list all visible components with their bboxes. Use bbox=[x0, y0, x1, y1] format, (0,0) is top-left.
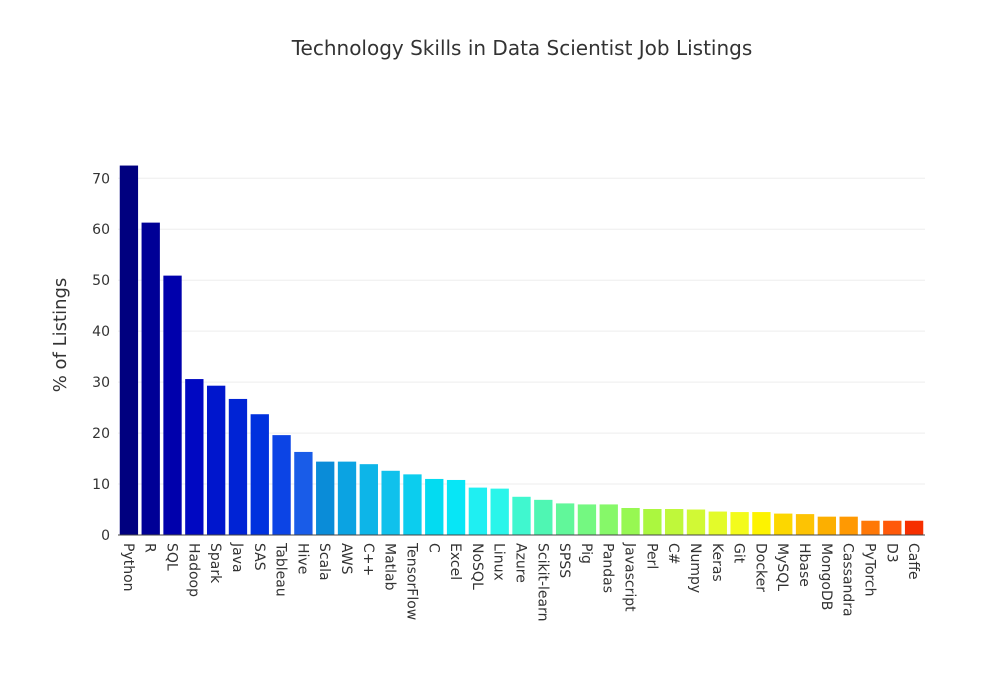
x-tick-label: Docker bbox=[752, 543, 768, 592]
bar-d3[interactable] bbox=[883, 520, 902, 535]
bar-mongodb[interactable] bbox=[817, 516, 837, 535]
bar-hadoop[interactable] bbox=[185, 379, 204, 535]
bar-aws[interactable] bbox=[337, 461, 357, 535]
x-tick-label: Numpy bbox=[687, 543, 703, 593]
y-tick-label: 60 bbox=[92, 222, 110, 238]
x-tick-label: Tableau bbox=[273, 542, 289, 597]
x-tick-label: Excel bbox=[447, 543, 463, 580]
x-tick-label: Pig bbox=[578, 543, 594, 564]
x-tick-label: Java bbox=[229, 542, 245, 573]
bar-java[interactable] bbox=[228, 398, 248, 535]
x-tick-label: Matlab bbox=[382, 543, 398, 591]
bar-caffe[interactable] bbox=[904, 520, 924, 535]
bar-sql[interactable] bbox=[163, 275, 182, 535]
bar-matlab[interactable] bbox=[381, 470, 400, 535]
x-tick-label: D3 bbox=[883, 543, 899, 563]
y-tick-label: 20 bbox=[92, 426, 110, 442]
bar-pytorch[interactable] bbox=[861, 520, 880, 535]
y-tick-label: 0 bbox=[101, 528, 110, 544]
x-tick-label: Scala bbox=[316, 543, 332, 581]
bar-pandas[interactable] bbox=[599, 504, 618, 535]
x-tick-label: Python bbox=[120, 543, 136, 592]
x-tick-label: Scikit-learn bbox=[534, 543, 550, 621]
bar-javascript[interactable] bbox=[621, 507, 640, 535]
x-tick-label: AWS bbox=[338, 543, 354, 575]
x-tick-label: Hive bbox=[294, 543, 310, 574]
bar-perl[interactable] bbox=[643, 509, 662, 535]
x-tick-label: Caffe bbox=[905, 543, 921, 580]
x-tick-label: Keras bbox=[709, 543, 725, 582]
bar-nosql[interactable] bbox=[468, 487, 488, 535]
bar-azure[interactable] bbox=[512, 496, 531, 535]
bars bbox=[119, 165, 924, 535]
x-tick-label: NoSQL bbox=[469, 543, 485, 590]
x-tick-label: Git bbox=[731, 543, 747, 564]
bar-spark[interactable] bbox=[206, 385, 226, 535]
x-tick-label: C# bbox=[665, 543, 681, 565]
y-tick-label: 30 bbox=[92, 375, 110, 391]
bar-git[interactable] bbox=[730, 512, 749, 535]
x-tick-label: Hbase bbox=[796, 543, 812, 587]
bar-scala[interactable] bbox=[316, 461, 335, 535]
x-tick-label: MySQL bbox=[774, 543, 790, 591]
x-tick-label: Javascript bbox=[622, 542, 638, 612]
x-tick-label: Cassandra bbox=[840, 543, 856, 617]
x-tick-label: C bbox=[425, 543, 441, 553]
bar-python[interactable] bbox=[119, 165, 139, 535]
bar-pig[interactable] bbox=[577, 504, 597, 535]
x-tick-label: SAS bbox=[251, 543, 267, 571]
bar-keras[interactable] bbox=[708, 511, 727, 535]
bar-tensorflow[interactable] bbox=[403, 474, 422, 535]
bar-c[interactable] bbox=[425, 478, 444, 535]
x-tick-label: Pandas bbox=[600, 543, 616, 593]
x-tick-label: R bbox=[142, 543, 158, 553]
y-tick-label: 50 bbox=[92, 273, 110, 289]
x-axis-category-labels: Python R SQL Hadoop Spark Java SAS Tableau Hive S… bbox=[120, 542, 921, 621]
bar-linux[interactable] bbox=[490, 488, 509, 535]
bar-docker[interactable] bbox=[752, 512, 771, 535]
chart-title: Technology Skills in Data Scientist Job … bbox=[291, 36, 753, 60]
y-axis-ticks: 0 10 20 30 40 50 60 70 bbox=[92, 171, 110, 544]
bar-numpy[interactable] bbox=[686, 509, 706, 535]
x-tick-label: Spark bbox=[207, 543, 223, 584]
bar-excel[interactable] bbox=[446, 479, 466, 535]
x-tick-label: MongoDB bbox=[818, 543, 834, 610]
bar-hive[interactable] bbox=[294, 451, 313, 535]
x-tick-label: Azure bbox=[513, 543, 529, 583]
bar-c-[interactable] bbox=[665, 509, 684, 535]
y-tick-label: 70 bbox=[92, 171, 110, 187]
bar-c-[interactable] bbox=[359, 464, 378, 535]
x-tick-label: SPSS bbox=[556, 543, 572, 578]
bar-sas[interactable] bbox=[250, 414, 269, 535]
bar-r[interactable] bbox=[141, 222, 160, 535]
x-tick-label: Perl bbox=[643, 543, 659, 569]
bar-spss[interactable] bbox=[555, 503, 575, 535]
x-tick-label: Linux bbox=[491, 543, 507, 581]
y-tick-label: 10 bbox=[92, 477, 110, 493]
x-tick-label: TensorFlow bbox=[403, 542, 419, 620]
bar-cassandra[interactable] bbox=[839, 516, 858, 535]
bar-scikit-learn[interactable] bbox=[534, 499, 553, 535]
x-tick-label: PyTorch bbox=[861, 543, 877, 596]
bar-tableau[interactable] bbox=[272, 435, 291, 535]
bar-mysql[interactable] bbox=[774, 513, 793, 535]
x-tick-label: C++ bbox=[360, 543, 376, 576]
bar-hbase[interactable] bbox=[795, 514, 815, 535]
y-axis-title: % of Listings bbox=[50, 278, 71, 393]
y-tick-label: 40 bbox=[92, 324, 110, 340]
x-tick-label: SQL bbox=[164, 543, 180, 571]
x-tick-label: Hadoop bbox=[185, 543, 201, 597]
